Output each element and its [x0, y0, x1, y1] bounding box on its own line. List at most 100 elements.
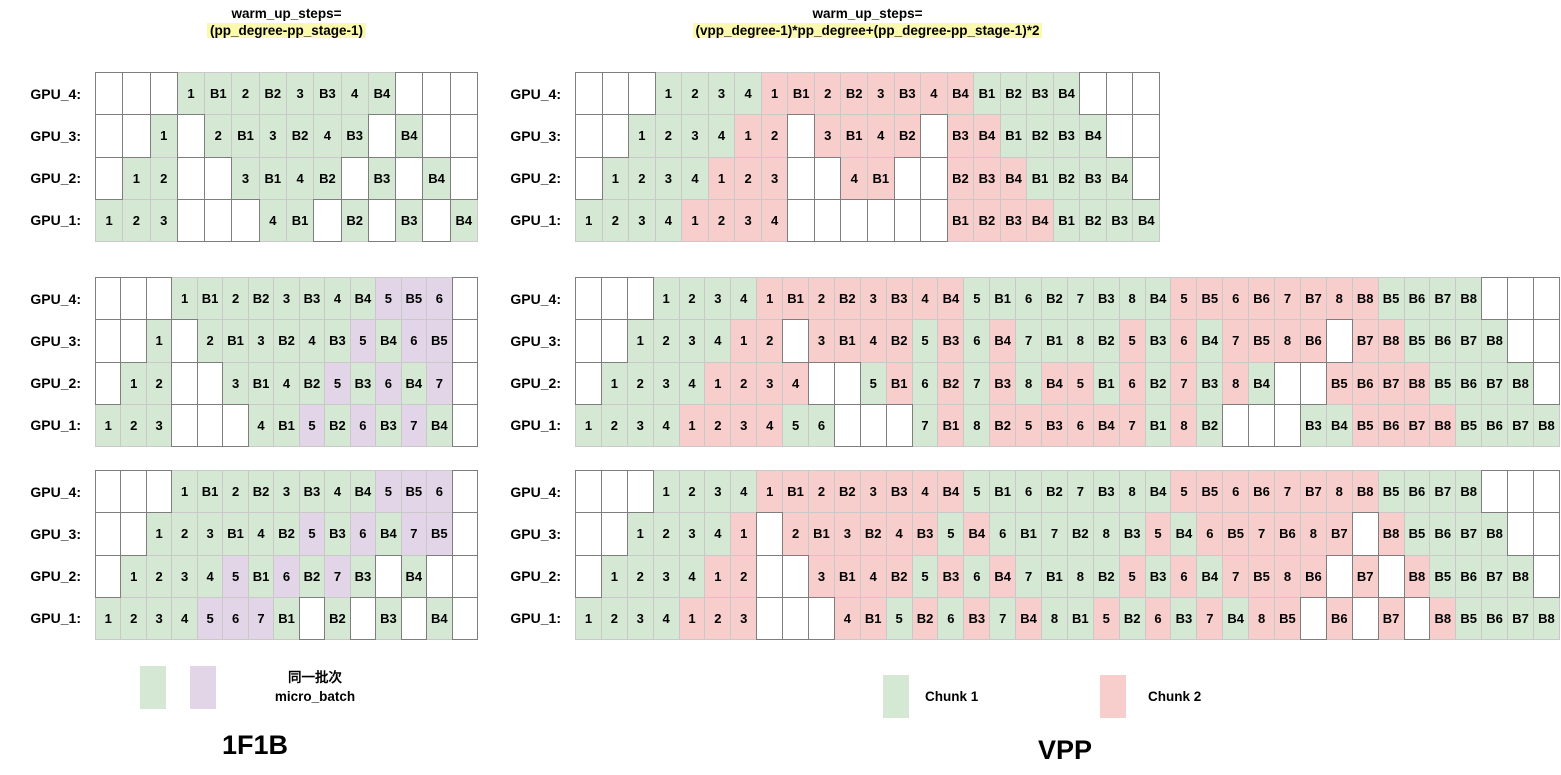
forward-step-cell: 2: [734, 156, 762, 200]
backward-step-cell: B3: [298, 277, 326, 321]
bubble-cell: [122, 72, 151, 116]
bubble-cell: [451, 403, 479, 447]
backward-step-cell: B4: [1196, 554, 1224, 598]
forward-step-cell: 1: [600, 361, 628, 405]
bubble-cell: [787, 156, 815, 200]
forward-step-cell: 1: [120, 554, 147, 598]
backward-step-cell: B5: [400, 470, 428, 514]
bubble-cell: [451, 361, 479, 405]
backward-step-cell: B2: [833, 277, 861, 321]
gpu-row-label: GPU_4:: [510, 290, 561, 307]
forward-step-cell: 6: [1196, 512, 1224, 556]
gpu-row-label: GPU_2:: [510, 568, 561, 585]
backward-step-cell: B6: [1325, 596, 1353, 640]
forward-step-cell: 3: [678, 319, 706, 363]
forward-step-cell: 4: [171, 596, 198, 640]
backward-step-cell: B6: [1481, 596, 1509, 640]
forward-step-cell: 3: [654, 156, 683, 200]
bubble-cell: [1532, 470, 1560, 514]
bubble-cell: [867, 198, 895, 242]
forward-step-cell: 8: [1325, 470, 1353, 514]
schedule-row: 1 B1 2 B2 3 B3 4 B4: [95, 72, 478, 116]
forward-step-cell: 1: [95, 198, 124, 242]
gpu-row-label: GPU_1:: [30, 610, 81, 627]
backward-step-cell: B3: [1092, 277, 1120, 321]
bubble-cell: [1351, 596, 1379, 640]
backward-step-cell: B1: [196, 470, 224, 514]
backward-step-cell: B3: [313, 72, 342, 116]
bubble-cell: [176, 198, 206, 242]
forward-step-cell: 2: [171, 512, 198, 556]
forward-step-cell: 1: [95, 403, 122, 447]
forward-step-cell: 7: [1041, 512, 1068, 556]
bubble-cell: [1507, 277, 1534, 321]
backward-step-cell: B1: [222, 319, 249, 363]
backward-step-cell: B1: [989, 277, 1017, 321]
schedule-row: 1 2 3 4 1 B1 2 B2 3 B3 4 B4 5 B1 6 B2 7 B3 8 B4 5 B5 6 B6 7 B7 8 B8…: [575, 277, 1560, 321]
bubble-cell: [859, 403, 887, 447]
forward-step-cell: 6: [1015, 470, 1043, 514]
forward-step-cell: 7: [1170, 361, 1198, 405]
backward-step-cell: B1: [273, 403, 300, 447]
backward-step-cell: B7: [1507, 403, 1534, 447]
backward-step-cell: B4: [395, 114, 424, 158]
backward-step-cell: B2: [1079, 198, 1107, 242]
forward-step-cell: 2: [600, 596, 628, 640]
bubble-cell: [95, 554, 122, 598]
backward-step-cell: B8: [1455, 470, 1483, 514]
forward-step-cell: 5: [1118, 319, 1146, 363]
bubble-cell: [787, 114, 815, 158]
backward-step-cell: B4: [937, 277, 965, 321]
backward-step-cell: B7: [1299, 277, 1327, 321]
legend-left-text: 同一批次 micro_batch: [230, 668, 400, 706]
backward-step-cell: B6: [1299, 319, 1327, 363]
forward-step-cell: 7: [963, 361, 991, 405]
forward-step-cell: 4: [833, 596, 861, 640]
forward-step-cell: 7: [400, 403, 428, 447]
backward-step-cell: B1: [1026, 156, 1054, 200]
backward-step-cell: B4: [946, 72, 975, 116]
gpu-row-label: GPU_1:: [30, 212, 81, 229]
backward-step-cell: B2: [859, 512, 887, 556]
forward-step-cell: 7: [1248, 512, 1276, 556]
backward-step-cell: B3: [1092, 470, 1120, 514]
forward-step-cell: 5: [375, 470, 402, 514]
gpu-row-label: GPU_3:: [30, 332, 81, 349]
backward-step-cell: B5: [1351, 403, 1379, 447]
backward-step-cell: B1: [782, 277, 810, 321]
backward-step-cell: B7: [1481, 554, 1509, 598]
backward-step-cell: B1: [946, 198, 975, 242]
forward-step-cell: 3: [247, 319, 275, 363]
forward-step-cell: 1: [626, 319, 654, 363]
forward-step-cell: 6: [349, 512, 377, 556]
bubble-cell: [1377, 554, 1405, 598]
forward-step-cell: 3: [231, 156, 260, 200]
backward-step-cell: B2: [1092, 554, 1120, 598]
backward-step-cell: B1: [247, 361, 275, 405]
forward-step-cell: 4: [298, 319, 326, 363]
forward-step-cell: 8: [1274, 319, 1301, 363]
bubble-cell: [1132, 156, 1161, 200]
gpu-row-label: GPU_3:: [510, 332, 561, 349]
bubble-cell: [451, 470, 479, 514]
backward-step-cell: B2: [885, 554, 913, 598]
backward-step-cell: B8: [1507, 554, 1534, 598]
bubble-cell: [176, 114, 206, 158]
backward-step-cell: B2: [911, 596, 939, 640]
bubble-cell: [1507, 319, 1534, 363]
forward-step-cell: 2: [626, 361, 654, 405]
forward-step-cell: 1: [707, 156, 736, 200]
forward-step-cell: 6: [989, 512, 1017, 556]
forward-step-cell: 6: [375, 361, 402, 405]
forward-step-cell: 1: [704, 361, 732, 405]
bubble-cell: [120, 512, 147, 556]
backward-step-cell: B4: [1041, 361, 1068, 405]
forward-step-cell: 5: [196, 596, 224, 640]
forward-step-cell: 1: [171, 470, 198, 514]
bubble-cell: [1532, 319, 1560, 363]
forward-step-cell: 5: [911, 319, 939, 363]
bubble-cell: [756, 512, 784, 556]
bubble-cell: [176, 156, 206, 200]
forward-step-cell: 6: [808, 403, 835, 447]
bubble-cell: [1132, 114, 1161, 158]
